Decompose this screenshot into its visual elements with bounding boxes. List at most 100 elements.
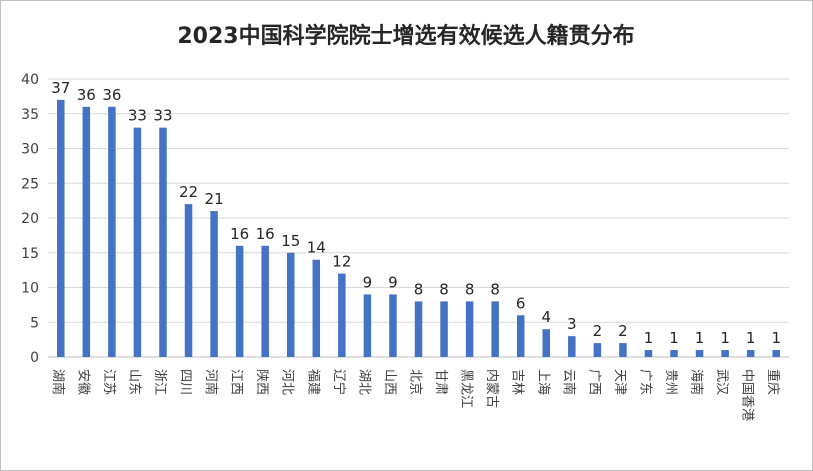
bar (695, 350, 704, 357)
data-label: 9 (363, 273, 373, 291)
data-label: 1 (771, 329, 781, 347)
data-label: 1 (720, 329, 730, 347)
data-label: 1 (746, 329, 756, 347)
chart-title: 2023中国科学院院士增选有效候选人籍贯分布 (177, 23, 634, 49)
bar (210, 211, 218, 357)
x-tick-label: 安徽 (75, 369, 90, 395)
data-label: 4 (541, 308, 551, 326)
data-label: 33 (128, 107, 147, 125)
bar (389, 294, 397, 357)
data-label: 8 (490, 280, 500, 298)
x-tick-label: 福建 (305, 369, 320, 395)
x-tick-label: 天津 (612, 369, 627, 395)
y-tick-label: 40 (21, 72, 39, 88)
x-axis-ticks: 湖南 安徽 江苏 山东 浙江 四川 河南 江西 陕西 河北 福建 辽宁 湖北 山西 北京 甘肃 黑龙江 内蒙古 吉林… (50, 369, 781, 421)
data-label: 22 (179, 183, 198, 201)
bar (465, 301, 474, 357)
data-label: 12 (332, 253, 351, 271)
data-label: 21 (205, 190, 224, 208)
x-tick-label: 陕西 (254, 369, 269, 395)
y-tick-label: 15 (21, 246, 39, 262)
data-label: 16 (230, 225, 249, 243)
bar (312, 259, 321, 357)
y-tick-label: 20 (21, 211, 39, 227)
x-tick-label: 中国香港 (740, 369, 755, 421)
bar (644, 350, 653, 357)
x-tick-label: 浙江 (152, 369, 167, 395)
gridlines (48, 78, 789, 358)
bar (619, 343, 627, 357)
x-tick-label: 山东 (126, 369, 141, 395)
x-tick-label: 山西 (382, 369, 397, 395)
bar (286, 252, 295, 357)
data-label: 2 (618, 322, 628, 340)
x-tick-label: 甘肃 (433, 369, 448, 395)
x-tick-label: 广西 (586, 369, 601, 395)
bar (670, 350, 678, 357)
x-tick-label: 四川 (178, 369, 193, 395)
x-tick-label: 辽宁 (331, 369, 347, 395)
bar (159, 127, 167, 358)
x-tick-label: 武汉 (714, 369, 729, 395)
bar (235, 245, 244, 357)
bar (133, 127, 142, 358)
data-label: 36 (102, 86, 121, 104)
bar (721, 350, 729, 357)
x-tick-label: 江西 (229, 369, 244, 395)
bar (516, 315, 525, 357)
y-axis-ticks: 0 5 10 15 20 25 30 35 40 (21, 72, 39, 366)
bar (491, 301, 499, 357)
x-tick-label: 云南 (561, 369, 577, 395)
x-tick-label: 内蒙古 (484, 369, 500, 408)
data-label: 16 (256, 225, 275, 243)
bar (108, 106, 116, 357)
bar (440, 301, 448, 357)
x-tick-label: 广东 (637, 369, 652, 395)
data-label: 6 (516, 294, 526, 312)
y-tick-label: 35 (21, 107, 39, 123)
data-label: 15 (281, 232, 300, 250)
data-label: 3 (567, 315, 577, 333)
y-tick-label: 5 (30, 315, 39, 331)
data-label: 33 (153, 107, 172, 125)
x-tick-label: 湖南 (50, 369, 66, 395)
bar (82, 106, 91, 357)
data-label: 8 (465, 280, 475, 298)
x-tick-label: 河南 (203, 369, 219, 395)
data-label: 1 (669, 329, 679, 347)
x-tick-label: 重庆 (765, 369, 781, 395)
bar (363, 294, 372, 357)
bar (772, 350, 780, 357)
x-tick-label: 河北 (280, 369, 295, 395)
data-label: 37 (51, 79, 70, 97)
bar (184, 204, 193, 357)
data-label: 2 (593, 322, 603, 340)
bar (57, 99, 65, 357)
y-tick-label: 30 (21, 142, 39, 158)
bar (338, 273, 346, 357)
bar (593, 343, 602, 357)
x-tick-label: 黑龙江 (459, 369, 474, 408)
x-tick-label: 湖北 (356, 369, 371, 395)
bar (746, 350, 755, 357)
x-tick-label: 江苏 (101, 369, 117, 395)
y-tick-label: 0 (30, 350, 39, 366)
bar (414, 301, 423, 357)
bars (57, 99, 780, 358)
x-tick-label: 北京 (408, 369, 423, 395)
x-tick-label: 贵州 (663, 369, 678, 395)
data-label: 9 (388, 273, 398, 291)
x-tick-label: 海南 (689, 369, 705, 395)
data-label: 1 (695, 329, 705, 347)
data-label: 36 (77, 86, 96, 104)
x-tick-label: 上海 (535, 369, 550, 395)
data-label: 14 (307, 239, 326, 257)
bar (542, 329, 551, 357)
data-label: 8 (439, 280, 449, 298)
bar (261, 245, 269, 357)
data-label: 1 (644, 329, 654, 347)
y-tick-label: 10 (21, 281, 39, 297)
